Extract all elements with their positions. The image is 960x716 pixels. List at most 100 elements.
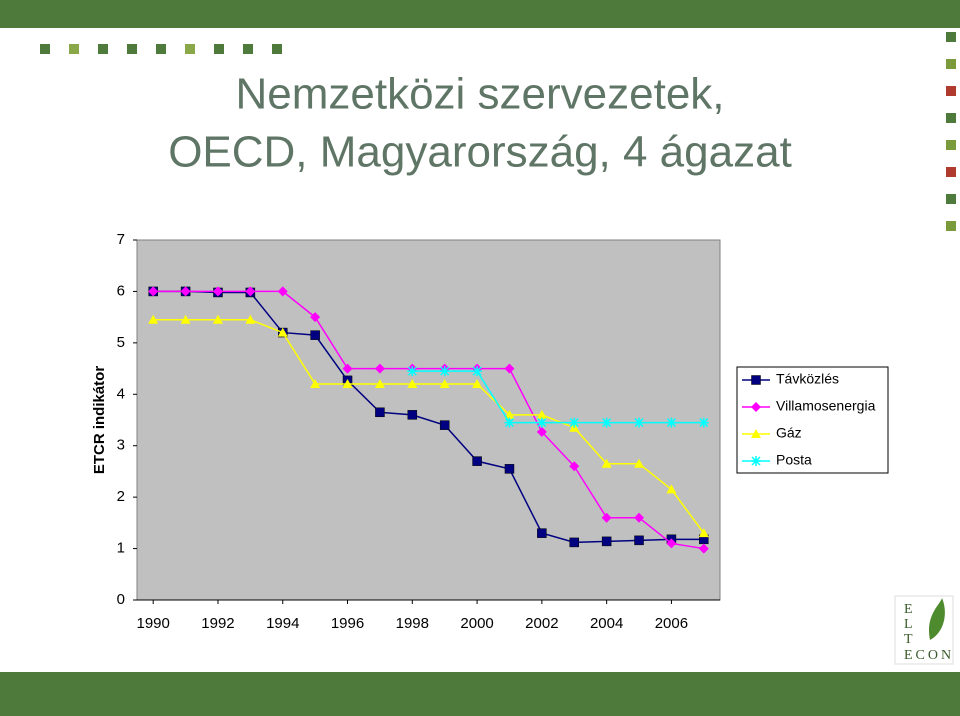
deco-square: [69, 44, 79, 54]
marker: [569, 537, 579, 548]
marker: [601, 536, 612, 547]
x-tick-label: 2006: [655, 615, 688, 632]
marker: [472, 456, 482, 466]
deco-square: [946, 221, 956, 231]
y-tick-label: 5: [117, 334, 125, 351]
marker: [536, 426, 547, 437]
deco-square: [946, 32, 956, 42]
legend-marker: [751, 429, 761, 438]
y-tick-label: 7: [117, 231, 125, 248]
logo-text: ECON: [904, 648, 954, 663]
marker: [180, 286, 191, 297]
marker: [504, 409, 515, 419]
marker: [537, 528, 547, 538]
y-axis-label: ETCR indikátor: [91, 366, 108, 475]
x-tick-label: 2002: [525, 615, 558, 632]
marker: [310, 312, 321, 323]
top-bar: [0, 0, 960, 28]
marker: [504, 417, 515, 428]
x-tick-label: 1998: [396, 615, 429, 632]
marker: [634, 512, 645, 523]
marker: [504, 363, 515, 374]
x-tick-label: 2000: [460, 615, 493, 632]
marker: [569, 417, 580, 428]
marker: [148, 314, 159, 324]
logo-text: E: [904, 602, 913, 617]
marker: [698, 528, 709, 538]
marker: [504, 464, 515, 474]
marker: [180, 314, 191, 324]
marker: [407, 379, 418, 388]
marker: [407, 366, 418, 377]
marker: [666, 484, 677, 494]
deco-square: [98, 44, 108, 54]
marker: [439, 366, 450, 377]
marker: [472, 366, 483, 377]
marker: [439, 420, 450, 430]
deco-square: [214, 44, 224, 54]
x-tick-label: 1992: [201, 615, 234, 632]
marker: [439, 379, 450, 388]
deco-square: [185, 44, 195, 54]
marker: [634, 458, 645, 468]
legend: Távközlés Villamosenergia Gáz Posta: [736, 366, 889, 474]
marker: [148, 286, 159, 297]
deco-square: [243, 44, 253, 54]
marker: [245, 286, 256, 297]
marker: [634, 417, 645, 428]
deco-square: [946, 167, 956, 177]
logo-leaf: [928, 598, 945, 640]
marker: [536, 409, 547, 419]
marker: [569, 461, 580, 472]
marker: [601, 458, 612, 468]
y-tick-label: 6: [117, 282, 125, 299]
logo-text: T: [904, 632, 913, 647]
logo: E L T ECON: [894, 595, 954, 665]
marker: [277, 286, 288, 297]
y-tick-label: 4: [117, 385, 125, 402]
marker: [374, 379, 385, 388]
marker: [472, 379, 483, 388]
legend-marker: [751, 456, 761, 466]
y-tick-label: 3: [117, 437, 125, 454]
series-line: [153, 318, 705, 534]
x-tick-label: 1994: [266, 615, 299, 632]
deco-square: [946, 86, 956, 96]
deco-square: [127, 44, 137, 54]
deco-square: [156, 44, 166, 54]
marker: [245, 314, 256, 324]
marker: [212, 314, 223, 324]
deco-square: [946, 140, 956, 150]
deco-square: [40, 44, 50, 54]
y-tick-label: 1: [117, 540, 125, 557]
legend-label: Távközlés: [776, 371, 839, 387]
marker: [407, 410, 418, 420]
x-tick-label: 2004: [590, 615, 623, 632]
series-line: [412, 370, 704, 424]
marker: [698, 543, 709, 554]
marker: [310, 330, 320, 340]
marker: [536, 417, 547, 428]
deco-square: [946, 113, 956, 123]
legend-marker: [751, 402, 761, 412]
x-tick-label: 1996: [331, 615, 364, 632]
marker: [277, 327, 288, 337]
marker: [666, 538, 677, 549]
marker: [634, 535, 644, 546]
deco-square: [272, 44, 282, 54]
y-tick-label: 2: [117, 488, 125, 505]
marker: [212, 286, 223, 297]
bottom-bar: [0, 672, 960, 716]
marker: [601, 512, 612, 523]
marker: [698, 417, 709, 428]
title-line: Nemzetközi szervezetek,: [235, 70, 724, 119]
marker: [342, 379, 353, 388]
legend-label: Gáz: [776, 425, 802, 441]
marker: [666, 417, 677, 428]
logo-text: L: [904, 617, 913, 632]
legend-label: Posta: [776, 452, 812, 468]
title-line: OECD, Magyarország, 4 ágazat: [168, 128, 792, 177]
x-tick-label: 1990: [137, 615, 170, 632]
